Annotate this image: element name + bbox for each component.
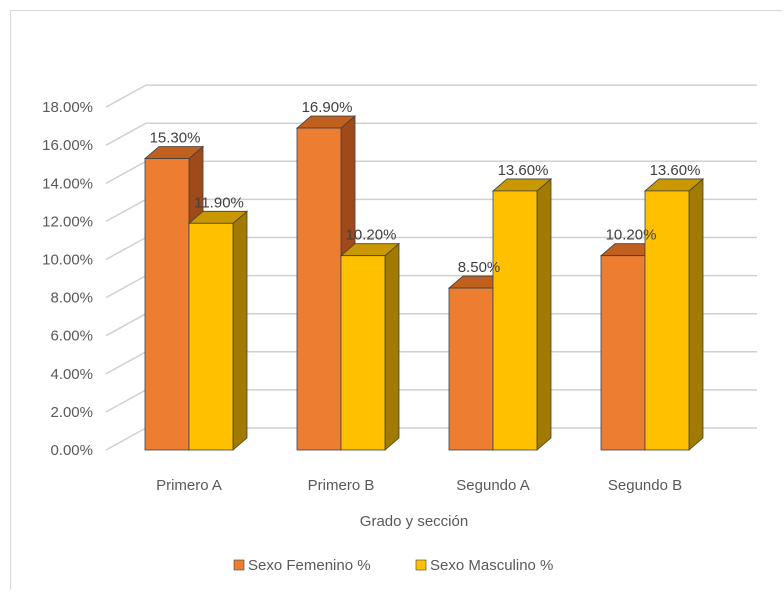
data-label: 16.90% [302,99,353,116]
data-label: 15.30% [150,130,201,147]
y-tick-label: 16.00% [42,137,93,154]
y-tick-label: 8.00% [50,290,93,307]
y-tick-label: 4.00% [50,366,93,383]
bar-front [448,287,494,451]
x-tick-label: Primero B [308,477,375,494]
y-tick-label: 2.00% [50,404,93,421]
bar-masculino-2 [491,178,553,451]
legend-label: Sexo Masculino % [430,557,553,574]
gridline-depth [105,122,147,146]
y-tick-label: 14.00% [42,175,93,192]
x-tick-label: Segundo A [456,477,529,494]
y-tick-label: 0.00% [50,442,93,459]
y-tick-label: 12.00% [42,213,93,230]
x-axis-title: Grado y sección [360,513,468,530]
bar-front [188,222,234,451]
legend-item: Sexo Femenino % [233,557,371,574]
bar-front [144,158,190,451]
gridline-depth [105,84,147,108]
bar-side [536,178,552,451]
data-label: 11.90% [194,194,244,211]
data-labels: 15.30% 11.90% 16.90% 10.20% 8.50% 13.60% 10.20… [150,99,701,276]
bar-front [644,190,690,451]
legend-label: Sexo Femenino % [248,557,371,574]
legend-swatch [415,559,427,571]
bar-masculino-3 [643,178,705,451]
chart-frame [10,10,782,590]
bar-front [340,255,386,451]
data-label: 10.20% [346,227,397,244]
data-label: 13.60% [650,162,701,179]
bar-side [232,210,248,451]
y-tick-label: 18.00% [42,99,93,116]
data-label: 13.60% [498,162,549,179]
legend: Sexo Femenino % Sexo Masculino % [233,557,553,574]
x-tick-label: Primero A [156,477,222,494]
data-label: 10.20% [606,227,657,244]
gridline-depth [105,198,147,223]
bar-front [296,127,342,451]
gridline-depth [105,274,147,299]
legend-swatch [233,559,245,571]
data-label: 8.50% [458,259,501,276]
gridline-depth [105,389,147,413]
gridline-depth [105,351,147,375]
gridline-depth [105,236,147,261]
x-tick-label: Segundo B [608,477,682,494]
bar-masculino-1 [339,242,401,451]
gridline-depth [105,313,147,337]
legend-item: Sexo Masculino % [415,557,553,574]
bar-front [492,190,538,451]
bar-side [384,242,400,451]
gridline-depth [105,160,147,184]
gridline-depth [105,427,147,451]
bar-front [600,255,646,451]
bar-masculino-0 [187,210,249,451]
y-tick-label: 6.00% [50,328,93,345]
x-axis-categories: Primero A Primero B Segundo A Segundo B [156,477,682,494]
y-axis-ticks: 0.00% 2.00% 4.00% 6.00% 8.00% 10.00% 12.00% 14.… [42,99,93,459]
bar-side [688,178,704,451]
bars [143,115,705,451]
y-tick-label: 10.00% [42,252,93,269]
